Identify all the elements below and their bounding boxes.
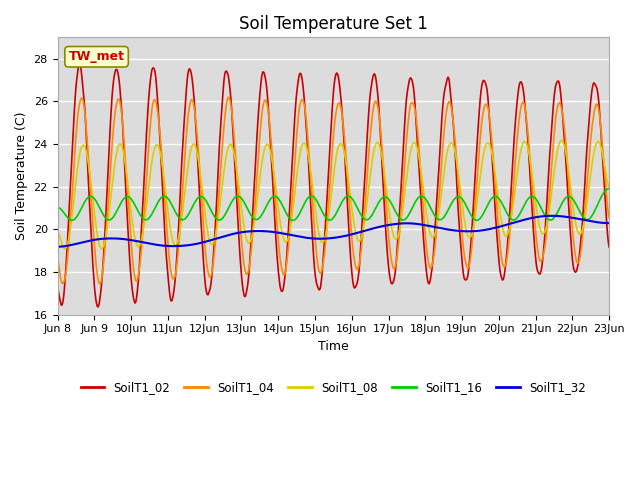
SoilT1_02: [122, 187, 130, 192]
SoilT1_04: [63, 256, 71, 262]
SoilT1_04: [605, 215, 613, 221]
Y-axis label: Soil Temperature (C): Soil Temperature (C): [15, 112, 28, 240]
SoilT1_16: [120, 195, 128, 201]
SoilT1_32: [548, 213, 556, 219]
SoilT1_04: [177, 210, 185, 216]
SoilT1_02: [418, 211, 426, 217]
Line: SoilT1_08: SoilT1_08: [58, 140, 609, 249]
SoilT1_32: [605, 220, 613, 226]
SoilT1_32: [177, 243, 184, 249]
SoilT1_08: [206, 240, 214, 246]
SoilT1_16: [63, 215, 71, 220]
SoilT1_04: [402, 145, 410, 151]
SoilT1_32: [205, 238, 213, 243]
SoilT1_02: [63, 239, 71, 244]
Legend: SoilT1_02, SoilT1_04, SoilT1_08, SoilT1_16, SoilT1_32: SoilT1_02, SoilT1_04, SoilT1_08, SoilT1_…: [76, 376, 591, 398]
SoilT1_08: [605, 184, 613, 190]
SoilT1_04: [206, 275, 214, 280]
SoilT1_02: [207, 281, 215, 287]
SoilT1_16: [417, 193, 425, 199]
SoilT1_04: [54, 256, 61, 262]
SoilT1_08: [177, 220, 185, 226]
SoilT1_16: [205, 204, 213, 210]
SoilT1_04: [225, 95, 232, 100]
SoilT1_32: [63, 243, 71, 249]
SoilT1_02: [178, 158, 186, 164]
Line: SoilT1_16: SoilT1_16: [58, 189, 609, 220]
SoilT1_16: [177, 216, 184, 222]
Line: SoilT1_04: SoilT1_04: [58, 97, 609, 284]
SoilT1_02: [94, 304, 102, 310]
Title: Soil Temperature Set 1: Soil Temperature Set 1: [239, 15, 428, 33]
SoilT1_02: [76, 60, 84, 66]
SoilT1_08: [61, 246, 69, 252]
SoilT1_32: [417, 221, 424, 227]
SoilT1_04: [96, 281, 104, 287]
SoilT1_04: [418, 187, 426, 192]
SoilT1_08: [558, 137, 566, 143]
X-axis label: Time: Time: [318, 340, 349, 353]
SoilT1_02: [54, 285, 61, 290]
SoilT1_16: [401, 216, 409, 222]
SoilT1_08: [54, 229, 61, 235]
SoilT1_32: [120, 236, 128, 242]
Line: SoilT1_32: SoilT1_32: [58, 216, 609, 247]
SoilT1_08: [401, 187, 409, 193]
SoilT1_16: [54, 204, 61, 210]
SoilT1_02: [605, 244, 613, 250]
SoilT1_16: [289, 217, 297, 223]
SoilT1_16: [605, 186, 613, 192]
SoilT1_08: [417, 169, 425, 175]
SoilT1_08: [65, 238, 72, 244]
SoilT1_32: [54, 244, 61, 250]
Text: TW_met: TW_met: [68, 50, 125, 63]
SoilT1_04: [121, 152, 129, 158]
SoilT1_08: [121, 159, 129, 165]
SoilT1_32: [401, 220, 408, 226]
Line: SoilT1_02: SoilT1_02: [58, 63, 609, 307]
SoilT1_02: [402, 103, 410, 108]
